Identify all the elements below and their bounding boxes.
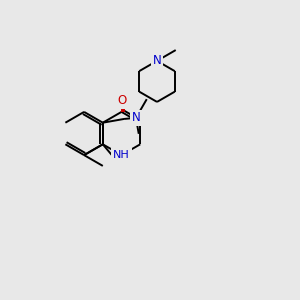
Text: O: O <box>117 94 126 107</box>
Text: NH: NH <box>113 150 130 160</box>
Text: N: N <box>132 111 140 124</box>
Text: N: N <box>153 54 161 68</box>
